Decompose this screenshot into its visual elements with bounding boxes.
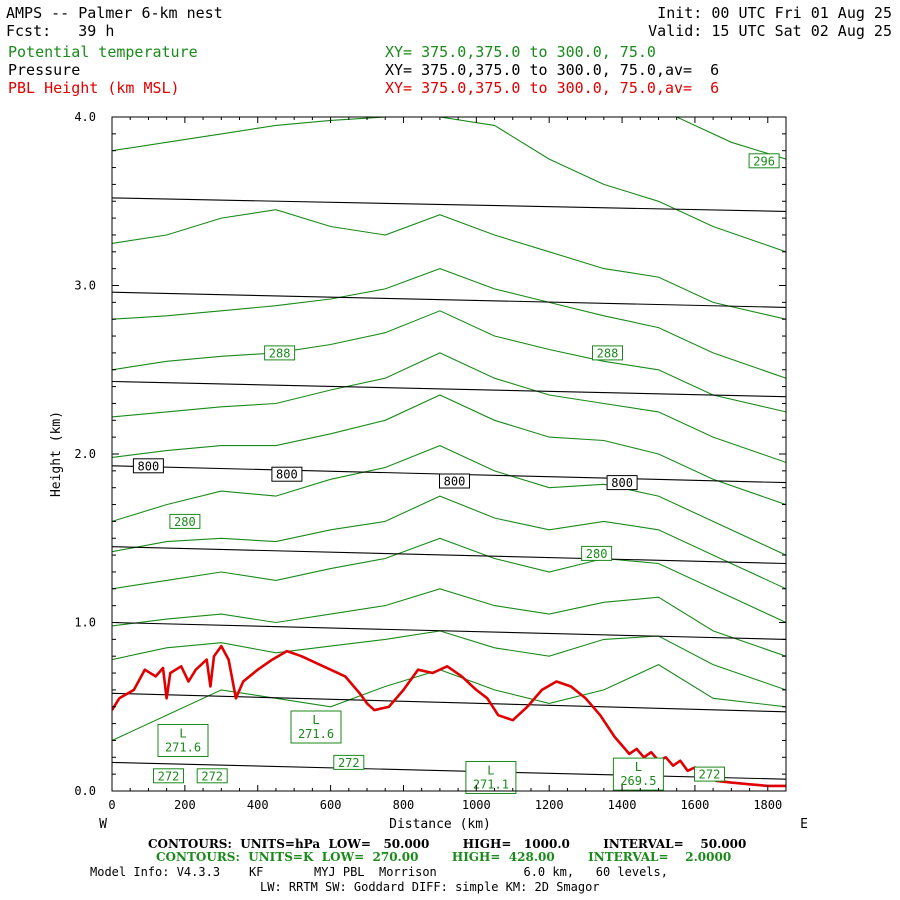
theta-label-box [694,766,725,782]
x-axis-label: Distance (km) [389,817,491,832]
theta-label-box [333,754,365,770]
theta-contour-line [112,117,786,253]
low-marker-value: 271.1 [473,778,509,792]
pressure-label-box [271,466,303,482]
theta-label: 272 [338,756,360,770]
field-pbl-label: PBL Height (km MSL) [8,79,180,97]
xy-pbl: XY= 375.0,375.0 to 300.0, 75.0,av= 6 [385,79,720,97]
theta-label: 288 [597,346,619,360]
x-right-label: E [800,817,808,832]
xy-pressure: XY= 375.0,375.0 to 300.0, 75.0,av= 6 [385,61,720,79]
theta-label: 280 [586,547,608,561]
x-tick-label: 1800 [753,798,782,812]
low-marker-value: 269.5 [620,774,656,788]
theta-label-box [581,545,613,561]
pressure-contour-line [112,761,786,780]
y-tick-label: 3.0 [74,279,96,293]
theta-contour-line [112,352,786,463]
footer-physics: LW: RRTM SW: Goddard DIFF: simple KM: 2D… [260,880,600,894]
footer-pressure-contours: CONTOURS: UNITS=hPa LOW= 50.000 HIGH= 10… [148,837,747,851]
theta-label-box [196,768,228,784]
pressure-contour-line [112,621,786,640]
axes: 0 200 400 600 800 1000 1200 1400 1600 1800 0.0 1.0 2… [74,110,786,812]
x-tick-label: 200 [174,798,196,812]
pressure-label: 800 [444,475,466,489]
contour-labels: 800 800 800 800 296 288 288 280 280 272 272 272 272 L… [132,153,780,794]
footer-model-info: Model Info: V4.3.3 KF MYJ PBL Morrison 6… [90,865,668,879]
pressure-label-box [606,475,638,491]
field-pressure-label: Pressure [8,61,81,79]
theta-label: 272 [699,768,721,782]
pressure-label-box [132,458,164,474]
y-tick-label: 2.0 [74,447,96,461]
pressure-label: 800 [611,476,633,490]
pressure-contour-line [112,692,786,713]
x-tick-label: 1400 [608,798,637,812]
low-marker-value: 271.6 [165,741,201,755]
low-marker-value: 271.6 [298,727,334,741]
theta-label: 296 [753,154,775,168]
low-marker-letter: L [179,727,186,741]
low-marker-box [157,724,209,757]
y-tick-label: 4.0 [74,110,96,124]
xy-theta: XY= 375.0,375.0 to 300.0, 75.0 [385,43,656,61]
footer-theta-contours: CONTOURS: UNITS=K LOW= 270.00 HIGH= 428.… [156,850,732,864]
theta-contour-line [112,268,786,379]
low-marker-box [290,710,342,744]
x-tick-label: 1600 [680,798,709,812]
valid-time: Valid: 15 UTC Sat 02 Aug 25 [648,22,892,40]
y-tick-label: 1.0 [74,616,96,630]
x-tick-label: 600 [320,798,342,812]
field-theta-label: Potential temperature [8,43,198,61]
theta-label-box [264,345,296,361]
x-tick-label: 1200 [535,798,564,812]
init-time: Init: 00 UTC Fri 01 Aug 25 [657,4,892,22]
pressure-contours [112,197,786,780]
low-marker-box [465,761,517,794]
theta-contour-line [112,209,786,320]
x-tick-label: 1000 [462,798,491,812]
theta-label: 280 [174,515,196,529]
theta-label-box [592,345,623,361]
chart-title: AMPS -- Palmer 6-km nest [6,4,223,22]
theta-label: 272 [158,769,180,783]
low-marker-letter: L [312,713,319,727]
pressure-label-box [439,473,470,489]
theta-contours [112,117,786,741]
theta-contour-line [112,394,786,506]
pbl-height-series [112,644,786,788]
pressure-contour-line [112,291,786,308]
y-axis-label: Height (km) [49,411,64,497]
x-tick-label: 400 [247,798,269,812]
theta-contour-line [112,495,786,590]
theta-contour-line [112,537,786,623]
low-marker-box [612,757,664,791]
x-left-label: W [99,817,107,832]
theta-label: 288 [269,346,291,360]
pressure-contour-line [112,546,786,565]
low-marker-letter: L [635,760,642,774]
theta-contour-line [112,588,786,657]
y-tick-label: 0.0 [74,784,96,798]
pressure-contour-line [112,197,786,212]
theta-label-box [169,513,201,529]
x-tick-label: 800 [393,798,415,812]
pressure-contour-line [112,380,786,398]
theta-label: 272 [201,769,223,783]
pbl-height-line [112,644,786,788]
theta-contour-line [112,445,786,556]
pressure-label: 800 [276,468,298,482]
x-tick-label: 0 [108,798,115,812]
low-marker-letter: L [487,764,494,778]
theta-contour-line [112,310,786,413]
theta-label-box [153,768,184,784]
theta-contour-line [676,117,786,160]
forecast-hour: Fcst: 39 h [6,22,115,40]
pressure-label: 800 [138,459,160,473]
theta-label-box [748,153,780,169]
